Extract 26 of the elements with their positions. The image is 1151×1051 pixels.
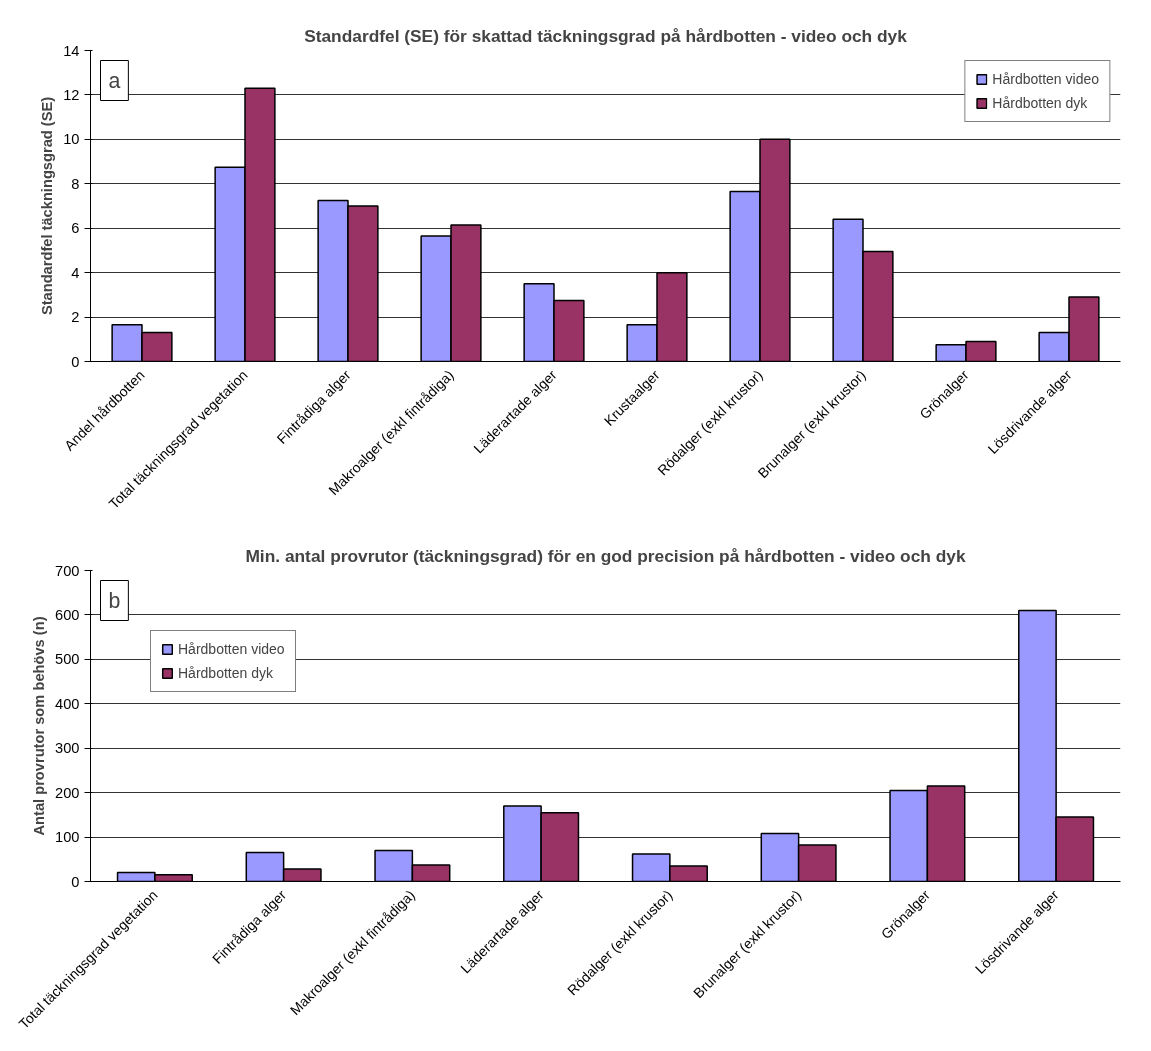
y-tick-label: 300 (55, 740, 80, 757)
y-tick-label: 6 (71, 220, 80, 237)
legend-label: Hårdbotten video (992, 71, 1099, 87)
annotation: b (108, 588, 121, 613)
y-tick-label: 0 (71, 873, 80, 890)
y-tick-label: 700 (55, 562, 80, 579)
y-tick-label: 14 (63, 42, 80, 59)
y-tick-label: 400 (55, 695, 80, 712)
y-tick-label: 2 (71, 309, 80, 326)
y-tick-label: 200 (55, 784, 80, 801)
y-tick-label: 12 (63, 86, 80, 103)
annotation: a (108, 68, 121, 93)
y-axis-title: Standardfel täckningsgrad (SE) (39, 96, 56, 316)
chart-title: Min. antal provrutor (täckningsgrad) för en god precision på hårdbotten - video och dyk (245, 545, 966, 566)
legend-label: Hårdbotten dyk (992, 95, 1088, 111)
y-axis-title: Antal provrutor som behövs (n) (31, 616, 48, 836)
y-tick-label: 500 (55, 651, 80, 668)
y-tick-label: 100 (55, 829, 80, 846)
y-tick-label: 600 (55, 606, 80, 623)
chart-title: Standardfel (SE) för skattad täckningsgrad på hårdbotten - video och dyk (304, 25, 908, 46)
legend-label: Hårdbotten video (178, 641, 285, 657)
y-tick-label: 4 (71, 264, 80, 281)
y-tick-label: 0 (71, 353, 80, 370)
y-tick-label: 8 (71, 175, 80, 192)
legend-label: Hårdbotten dyk (178, 665, 273, 681)
y-tick-label: 10 (63, 131, 80, 148)
